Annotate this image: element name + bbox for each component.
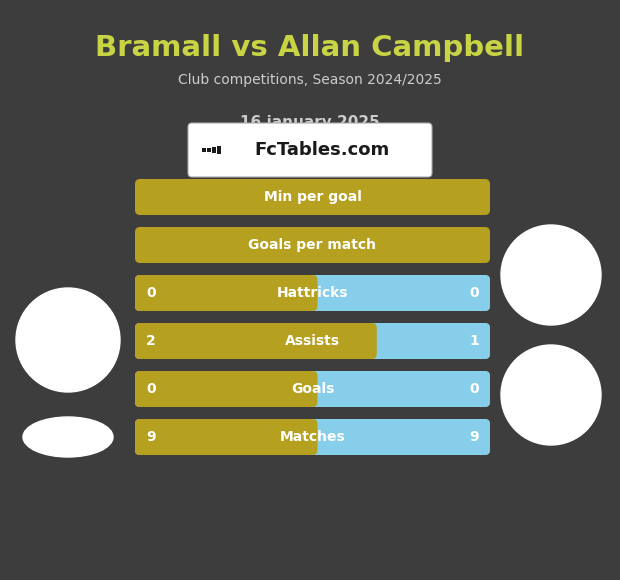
FancyBboxPatch shape [135,227,490,263]
FancyBboxPatch shape [188,123,432,177]
Text: Bramall vs Allan Campbell: Bramall vs Allan Campbell [95,34,525,62]
Bar [202,148,206,151]
FancyBboxPatch shape [135,275,317,311]
FancyBboxPatch shape [135,275,490,311]
Text: Club competitions, Season 2024/2025: Club competitions, Season 2024/2025 [178,73,442,87]
Bar [217,146,221,154]
FancyBboxPatch shape [135,419,490,455]
FancyBboxPatch shape [135,323,490,359]
Circle shape [501,345,601,445]
Text: Goals per match: Goals per match [249,238,376,252]
Text: 0: 0 [469,382,479,396]
Text: 0: 0 [146,286,156,300]
FancyBboxPatch shape [135,371,490,407]
FancyBboxPatch shape [135,419,317,455]
Text: Matches: Matches [280,430,345,444]
FancyBboxPatch shape [135,275,490,311]
Text: Goals: Goals [291,382,334,396]
FancyBboxPatch shape [135,179,490,215]
Text: Min per goal: Min per goal [264,190,361,204]
FancyBboxPatch shape [135,371,490,407]
Ellipse shape [23,417,113,457]
Circle shape [501,225,601,325]
Text: 9: 9 [469,430,479,444]
Bar [207,147,211,153]
FancyBboxPatch shape [135,419,490,455]
FancyBboxPatch shape [135,323,377,359]
Text: 0: 0 [469,286,479,300]
FancyBboxPatch shape [135,371,317,407]
Text: 9: 9 [146,430,156,444]
Bar [212,147,216,153]
Text: Hattricks: Hattricks [277,286,348,300]
Text: 1: 1 [469,334,479,348]
Circle shape [16,288,120,392]
FancyBboxPatch shape [135,323,490,359]
Text: 0: 0 [146,382,156,396]
Text: 2: 2 [146,334,156,348]
Text: 16 january 2025: 16 january 2025 [240,114,380,129]
Text: Assists: Assists [285,334,340,348]
Text: FcTables.com: FcTables.com [254,141,389,159]
